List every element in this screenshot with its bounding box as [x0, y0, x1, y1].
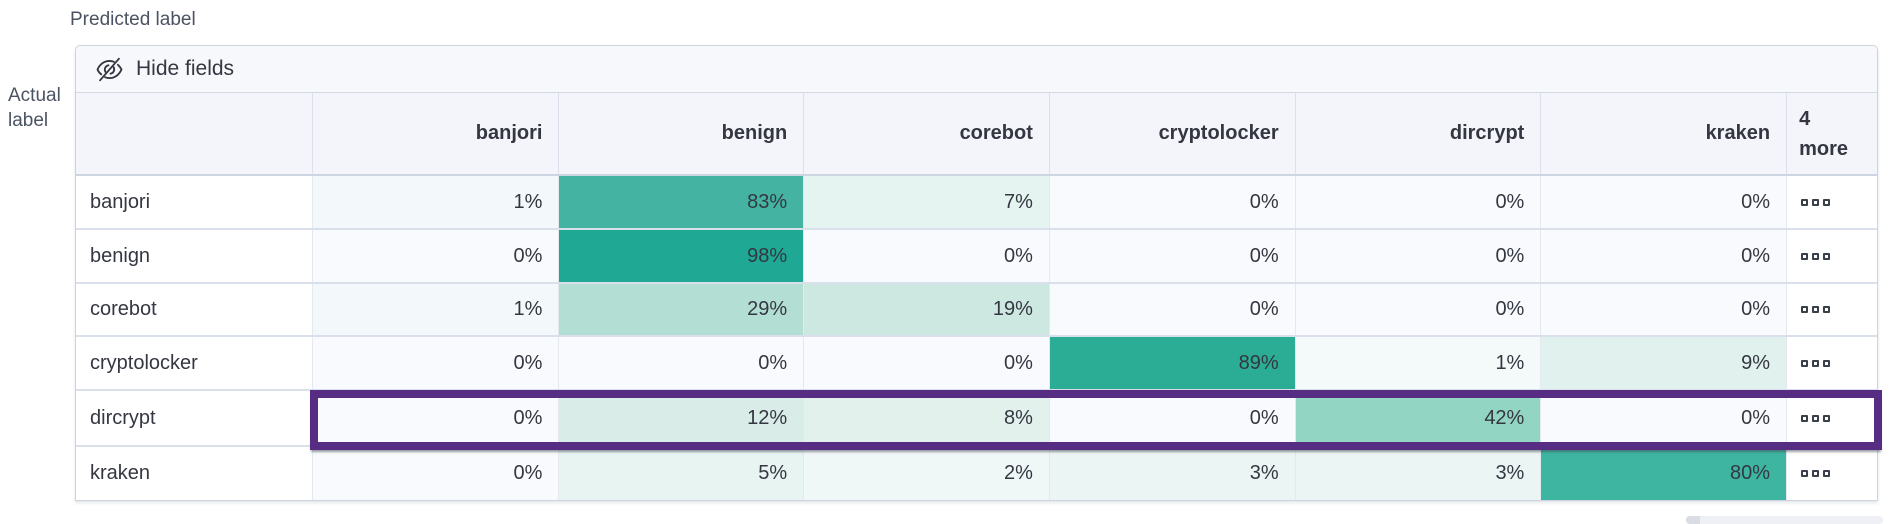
- cell-cryptolocker-banjori[interactable]: 0%: [312, 337, 560, 389]
- cell-kraken-kraken[interactable]: 80%: [1541, 447, 1788, 500]
- boxes-horizontal-icon: [1801, 359, 1809, 367]
- row-label-kraken[interactable]: kraken: [76, 447, 313, 500]
- row-more-actions-button[interactable]: [1787, 284, 1877, 335]
- cell-banjori-banjori[interactable]: 1%: [312, 176, 560, 228]
- column-header-dircrypt[interactable]: dircrypt: [1296, 93, 1542, 174]
- boxes-horizontal-icon: [1812, 252, 1820, 260]
- cell-dircrypt-benign[interactable]: 12%: [559, 391, 805, 445]
- table-row-dircrypt: dircrypt 0% 12% 8% 0% 42% 0%: [76, 391, 1877, 447]
- header-row: banjori benign corebot cryptolocker dircrypt…: [76, 93, 1877, 176]
- row-label-banjori[interactable]: banjori: [76, 176, 313, 228]
- scrollbar-thumb[interactable]: [1686, 516, 1700, 524]
- boxes-horizontal-icon: [1812, 414, 1820, 422]
- boxes-horizontal-icon: [1823, 252, 1831, 260]
- boxes-horizontal-icon: [1801, 306, 1809, 313]
- cell-banjori-kraken[interactable]: 0%: [1541, 176, 1788, 228]
- cell-dircrypt-corebot[interactable]: 8%: [804, 391, 1050, 445]
- cell-dircrypt-cryptolocker[interactable]: 0%: [1049, 391, 1296, 445]
- cell-banjori-corebot[interactable]: 7%: [804, 176, 1050, 228]
- column-header-more[interactable]: 4 more: [1787, 93, 1877, 174]
- corner-header-cell: [76, 93, 313, 174]
- row-more-actions-button[interactable]: [1787, 230, 1877, 282]
- more-word: more: [1799, 137, 1848, 160]
- cell-cryptolocker-dircrypt[interactable]: 1%: [1295, 337, 1542, 389]
- cell-kraken-benign[interactable]: 5%: [559, 447, 805, 500]
- boxes-horizontal-icon: [1812, 470, 1820, 477]
- grid-toolbar: Hide fields: [76, 46, 1877, 93]
- cell-corebot-corebot[interactable]: 19%: [804, 284, 1050, 335]
- cell-banjori-dircrypt[interactable]: 0%: [1295, 176, 1542, 228]
- column-header-kraken[interactable]: kraken: [1541, 93, 1788, 174]
- column-header-corebot[interactable]: corebot: [804, 93, 1050, 174]
- cell-dircrypt-kraken[interactable]: 0%: [1541, 391, 1788, 445]
- boxes-horizontal-icon: [1801, 252, 1809, 260]
- cell-benign-dircrypt[interactable]: 0%: [1295, 230, 1542, 282]
- cell-kraken-dircrypt[interactable]: 3%: [1295, 447, 1542, 500]
- cell-kraken-cryptolocker[interactable]: 3%: [1049, 447, 1296, 500]
- boxes-horizontal-icon: [1812, 198, 1820, 206]
- boxes-horizontal-icon: [1812, 306, 1820, 313]
- more-count: 4: [1799, 107, 1811, 130]
- row-label-benign[interactable]: benign: [76, 230, 313, 282]
- cell-cryptolocker-benign[interactable]: 0%: [559, 337, 805, 389]
- cell-benign-cryptolocker[interactable]: 0%: [1049, 230, 1296, 282]
- table-row-corebot: corebot 1% 29% 19% 0% 0% 0%: [76, 284, 1877, 337]
- cell-kraken-corebot[interactable]: 2%: [804, 447, 1050, 500]
- horizontal-scrollbar[interactable]: [1686, 516, 1883, 524]
- column-header-banjori[interactable]: banjori: [313, 93, 560, 174]
- boxes-horizontal-icon: [1823, 359, 1831, 367]
- row-label-dircrypt[interactable]: dircrypt: [76, 391, 313, 445]
- cell-cryptolocker-cryptolocker[interactable]: 89%: [1049, 337, 1296, 389]
- table-row-benign: benign 0% 98% 0% 0% 0% 0%: [76, 230, 1877, 284]
- boxes-horizontal-icon: [1823, 198, 1831, 206]
- cell-banjori-cryptolocker[interactable]: 0%: [1049, 176, 1296, 228]
- boxes-horizontal-icon: [1801, 198, 1809, 206]
- cell-corebot-dircrypt[interactable]: 0%: [1295, 284, 1542, 335]
- predicted-axis-label: Predicted label: [70, 9, 196, 30]
- hide-fields-label: Hide fields: [136, 57, 235, 80]
- table-row-banjori: banjori 1% 83% 7% 0% 0% 0%: [76, 176, 1877, 230]
- boxes-horizontal-icon: [1801, 414, 1809, 422]
- row-more-actions-button[interactable]: [1787, 176, 1877, 228]
- cell-benign-corebot[interactable]: 0%: [804, 230, 1050, 282]
- boxes-horizontal-icon: [1823, 414, 1831, 422]
- row-more-actions-button[interactable]: [1787, 447, 1877, 500]
- column-header-benign[interactable]: benign: [559, 93, 805, 174]
- table-row-cryptolocker: cryptolocker 0% 0% 0% 89% 1% 9%: [76, 337, 1877, 391]
- row-label-corebot[interactable]: corebot: [76, 284, 313, 335]
- actual-axis-label: Actual label: [8, 85, 61, 131]
- cell-corebot-banjori[interactable]: 1%: [312, 284, 560, 335]
- cell-banjori-benign[interactable]: 83%: [559, 176, 805, 228]
- eye-closed-icon: [96, 57, 123, 81]
- cell-benign-kraken[interactable]: 0%: [1541, 230, 1788, 282]
- row-more-actions-button[interactable]: [1787, 391, 1877, 445]
- boxes-horizontal-icon: [1801, 470, 1809, 477]
- row-more-actions-button[interactable]: [1787, 337, 1877, 389]
- boxes-horizontal-icon: [1812, 359, 1820, 367]
- row-label-cryptolocker[interactable]: cryptolocker: [76, 337, 313, 389]
- cell-benign-banjori[interactable]: 0%: [312, 230, 560, 282]
- cell-benign-benign[interactable]: 98%: [559, 230, 805, 282]
- cell-cryptolocker-corebot[interactable]: 0%: [804, 337, 1050, 389]
- cell-corebot-cryptolocker[interactable]: 0%: [1049, 284, 1296, 335]
- column-header-cryptolocker[interactable]: cryptolocker: [1050, 93, 1296, 174]
- boxes-horizontal-icon: [1823, 306, 1831, 313]
- hide-fields-button[interactable]: Hide fields: [96, 56, 234, 83]
- grid-body: banjori 1% 83% 7% 0% 0% 0% benign 0% 98% 0% 0% 0% 0% c…: [76, 176, 1877, 500]
- cell-dircrypt-banjori[interactable]: 0%: [312, 391, 560, 445]
- cell-corebot-benign[interactable]: 29%: [559, 284, 805, 335]
- boxes-horizontal-icon: [1823, 470, 1831, 477]
- cell-corebot-kraken[interactable]: 0%: [1541, 284, 1788, 335]
- table-row-kraken: kraken 0% 5% 2% 3% 3% 80%: [76, 447, 1877, 500]
- cell-kraken-banjori[interactable]: 0%: [312, 447, 560, 500]
- confusion-matrix-grid: Hide fields banjori benign corebot cryptolo…: [75, 45, 1882, 501]
- cell-dircrypt-dircrypt[interactable]: 42%: [1295, 391, 1542, 445]
- cell-cryptolocker-kraken[interactable]: 9%: [1541, 337, 1788, 389]
